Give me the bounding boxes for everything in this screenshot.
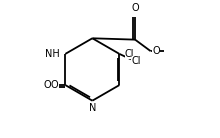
Text: Cl: Cl	[125, 49, 134, 59]
Text: O: O	[44, 80, 51, 90]
Text: O: O	[152, 46, 160, 56]
Text: O: O	[131, 3, 139, 13]
Text: NH: NH	[45, 49, 60, 59]
Text: N: N	[89, 103, 96, 113]
Text: Cl: Cl	[132, 56, 141, 66]
Text: O: O	[51, 80, 59, 90]
